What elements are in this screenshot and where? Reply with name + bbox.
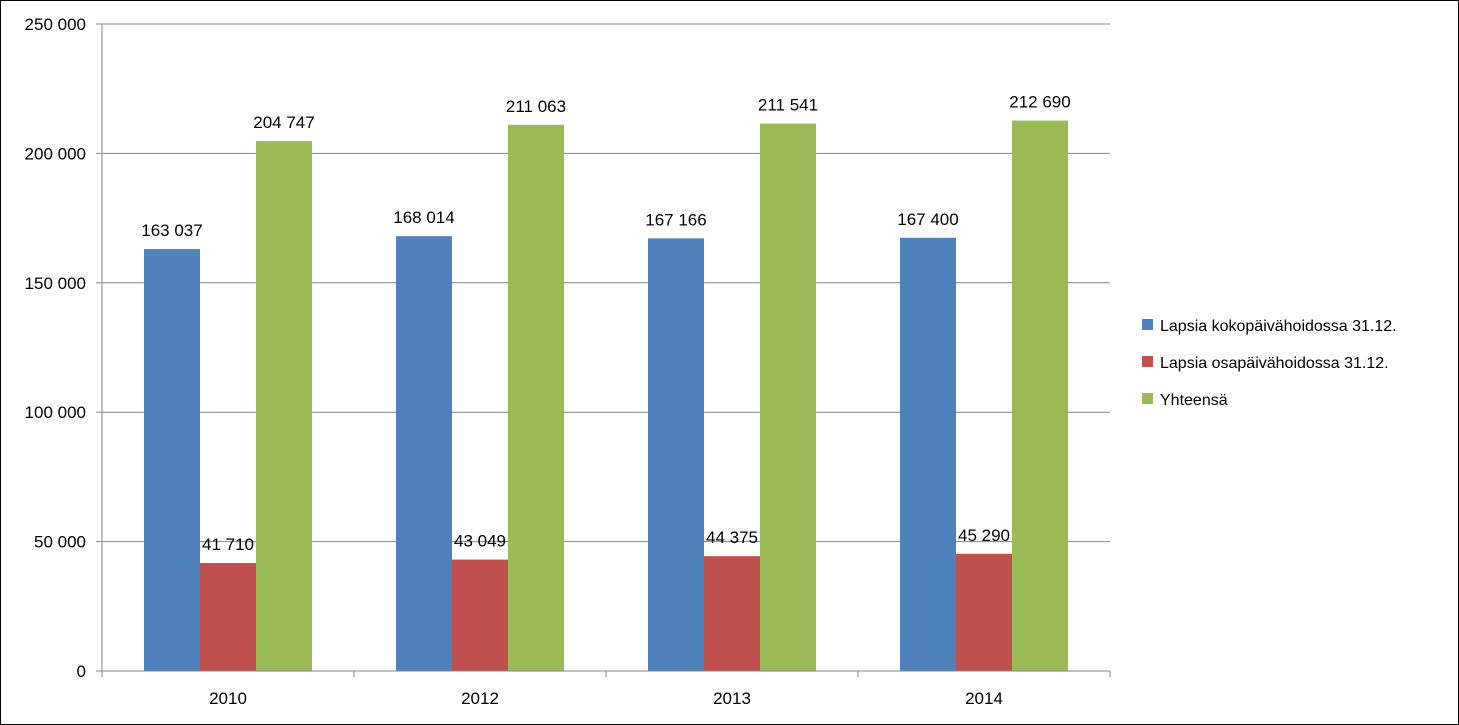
data-label: 167 166 [645, 210, 706, 229]
legend-label: Lapsia kokopäivähoidossa 31.12. [1160, 318, 1397, 335]
y-tick-label: 200 000 [25, 144, 86, 163]
x-tick-label: 2013 [713, 689, 751, 708]
bar [956, 553, 1012, 671]
bar [256, 141, 312, 672]
bar [900, 237, 956, 671]
legend-swatch [1142, 393, 1153, 404]
data-label: 204 747 [253, 113, 314, 132]
bar [200, 563, 256, 671]
y-tick-label: 0 [77, 662, 86, 681]
data-label: 167 400 [897, 210, 958, 229]
data-labels: 163 037 168 014 167 166 167 400 41 710 43 049… [141, 93, 1070, 554]
bar [760, 123, 816, 672]
x-tick-label: 2010 [209, 689, 247, 708]
data-label: 44 375 [706, 528, 758, 547]
gridlines [102, 23, 1110, 543]
bar [396, 236, 452, 672]
legend-swatch [1142, 319, 1153, 330]
data-label: 45 290 [958, 526, 1010, 545]
bar [144, 249, 200, 671]
bar [1012, 120, 1068, 671]
data-label: 212 690 [1009, 93, 1070, 112]
y-tick-label: 50 000 [34, 533, 86, 552]
y-tick-label: 100 000 [25, 403, 86, 422]
legend-label: Yhteensä [1160, 392, 1228, 409]
legend-swatch [1142, 356, 1153, 367]
x-tick-label: 2012 [461, 689, 499, 708]
data-label: 211 063 [506, 97, 566, 116]
x-tick-label: 2014 [965, 689, 1003, 708]
y-axis: 0 50 000 100 000 150 000 200 000 250 000 [25, 15, 103, 681]
x-axis: 2010 2012 2013 2014 [101, 670, 1111, 708]
data-label: 163 037 [141, 221, 202, 240]
bars [144, 120, 1068, 672]
bar [704, 556, 760, 671]
data-label: 168 014 [393, 208, 454, 227]
data-label: 41 710 [202, 535, 254, 554]
y-tick-label: 150 000 [25, 274, 86, 293]
legend-label: Lapsia osapäivähoidossa 31.12. [1160, 355, 1389, 372]
bar [452, 559, 508, 671]
bar [648, 238, 704, 671]
legend: Lapsia kokopäivähoidossa 31.12. Lapsia os… [1142, 318, 1397, 409]
data-label: 43 049 [454, 532, 506, 551]
bar [508, 124, 564, 671]
data-label: 211 541 [758, 96, 818, 115]
y-tick-label: 250 000 [25, 15, 86, 34]
